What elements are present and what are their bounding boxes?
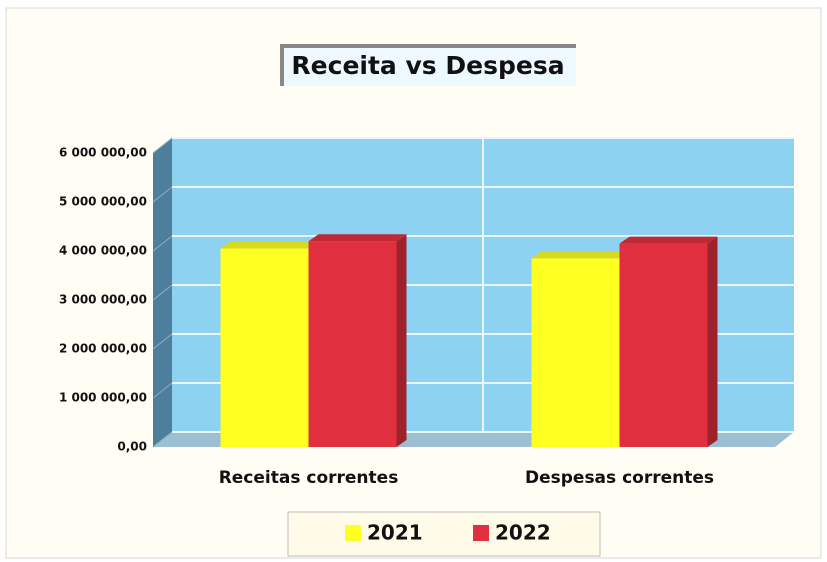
bar xyxy=(619,243,708,447)
grid-line xyxy=(152,382,173,399)
y-tick-label: 1 000 000,00 xyxy=(59,391,147,405)
y-tick-label: 2 000 000,00 xyxy=(59,342,147,356)
y-tick-label: 6 000 000,00 xyxy=(59,146,147,160)
grid-line xyxy=(152,137,173,154)
legend-swatch xyxy=(473,525,489,541)
grid-line xyxy=(152,235,173,252)
y-tick-label: 5 000 000,00 xyxy=(59,195,147,209)
bar-side xyxy=(396,234,407,447)
grid-line xyxy=(152,186,173,203)
title-box xyxy=(280,44,576,86)
legend-label: 2022 xyxy=(495,521,551,545)
y-tick-label: 3 000 000,00 xyxy=(59,293,147,307)
x-tick-label: Despesas correntes xyxy=(525,468,714,488)
y-tick-label: 4 000 000,00 xyxy=(59,244,147,258)
y-tick-label: 0,00 xyxy=(117,440,147,454)
bar-top xyxy=(531,251,630,259)
bar-top xyxy=(220,241,319,249)
bar xyxy=(220,248,309,447)
grid-line xyxy=(152,333,173,350)
plot-area xyxy=(152,137,794,448)
bar xyxy=(308,241,397,447)
legend-box xyxy=(287,511,601,557)
legend-swatch xyxy=(345,525,361,541)
bar-top xyxy=(619,236,718,244)
bar xyxy=(531,258,620,447)
bar-side xyxy=(707,236,718,447)
x-tick-label: Receitas correntes xyxy=(219,468,399,488)
bar-top xyxy=(308,234,407,242)
legend-label: 2021 xyxy=(367,521,423,545)
chart-title: Receita vs Despesa xyxy=(291,51,564,80)
grid-line xyxy=(152,284,173,301)
grid-line xyxy=(152,431,173,448)
